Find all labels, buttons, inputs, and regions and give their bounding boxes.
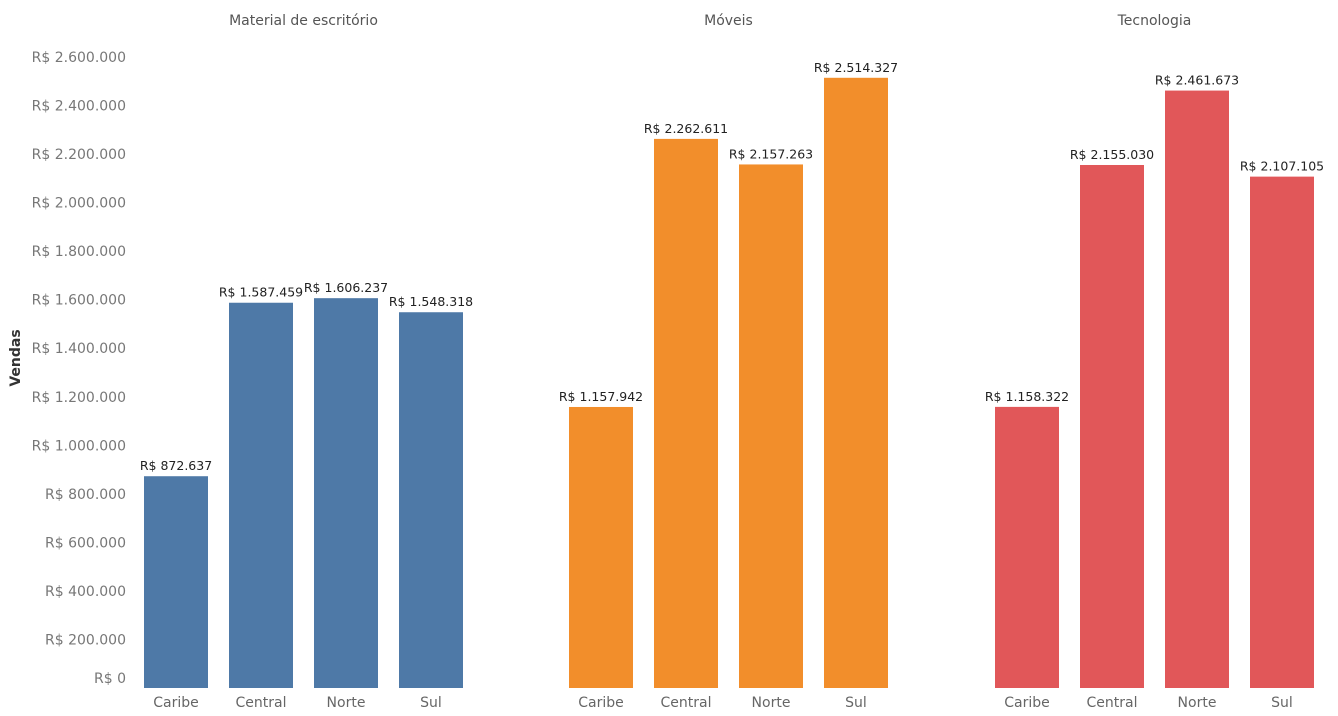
y-tick-label: R$ 200.000 [45, 632, 126, 648]
y-tick-label: R$ 1.400.000 [32, 341, 126, 357]
data-label: R$ 2.157.263 [729, 146, 813, 161]
bar [314, 298, 378, 688]
x-tick-label: Norte [752, 695, 791, 711]
chart-panels: Material de escritório R$ 872.637 Caribe R$… [140, 13, 1324, 711]
data-label: R$ 2.155.030 [1070, 147, 1154, 162]
panel-title: Móveis [704, 13, 753, 29]
y-tick-label: R$ 800.000 [45, 487, 126, 503]
bar [569, 406, 633, 688]
x-tick-label: Sul [1271, 695, 1293, 711]
bar [654, 138, 718, 688]
y-tick-label: R$ 600.000 [45, 535, 126, 551]
panel: Tecnologia R$ 1.158.322 Caribe R$ 2.155.030… [985, 13, 1324, 711]
x-tick-label: Central [236, 695, 287, 711]
y-tick-label: R$ 2.400.000 [32, 99, 126, 115]
x-tick-label: Caribe [578, 695, 624, 711]
y-tick-label: R$ 1.600.000 [32, 293, 126, 309]
bar [1165, 90, 1229, 688]
panel: Móveis R$ 1.157.942 Caribe R$ 2.262.611 Cent… [559, 13, 898, 711]
x-tick-label: Caribe [153, 695, 199, 711]
y-tick-label: R$ 400.000 [45, 584, 126, 600]
data-label: R$ 2.262.611 [644, 121, 728, 136]
data-label: R$ 1.548.318 [389, 294, 473, 309]
x-tick-label: Central [1087, 695, 1138, 711]
panel-title: Tecnologia [1117, 13, 1192, 29]
data-label: R$ 2.461.673 [1155, 73, 1239, 88]
bar [739, 164, 803, 689]
bar [824, 77, 888, 688]
y-axis-label: Vendas [8, 329, 24, 386]
y-tick-label: R$ 1.800.000 [32, 244, 126, 260]
x-tick-label: Sul [845, 695, 867, 711]
data-label: R$ 1.587.459 [219, 285, 303, 300]
x-tick-label: Central [661, 695, 712, 711]
y-tick-label: R$ 2.200.000 [32, 147, 126, 163]
data-label: R$ 1.157.942 [559, 389, 643, 404]
x-tick-label: Sul [420, 695, 442, 711]
data-label: R$ 2.107.105 [1240, 159, 1324, 174]
y-tick-label: R$ 1.000.000 [32, 438, 126, 454]
bar [995, 406, 1059, 688]
panel: Material de escritório R$ 872.637 Caribe R$… [140, 13, 473, 711]
x-tick-label: Norte [327, 695, 366, 711]
data-label: R$ 1.158.322 [985, 389, 1069, 404]
bar [229, 302, 293, 688]
y-axis: R$ 0 R$ 200.000 R$ 400.000 R$ 600.000 R$ 800… [32, 50, 126, 687]
bar [1250, 176, 1314, 688]
panel-title: Material de escritório [229, 13, 378, 29]
y-tick-label: R$ 2.000.000 [32, 196, 126, 212]
x-tick-label: Norte [1178, 695, 1217, 711]
y-tick-label: R$ 0 [94, 671, 126, 687]
bar [144, 476, 208, 688]
data-label: R$ 1.606.237 [304, 280, 388, 295]
bar [399, 312, 463, 688]
y-tick-label: R$ 1.200.000 [32, 390, 126, 406]
data-label: R$ 872.637 [140, 458, 212, 473]
x-tick-label: Caribe [1004, 695, 1050, 711]
y-tick-label: R$ 2.600.000 [32, 50, 126, 66]
data-label: R$ 2.514.327 [814, 60, 898, 75]
bar [1080, 164, 1144, 689]
